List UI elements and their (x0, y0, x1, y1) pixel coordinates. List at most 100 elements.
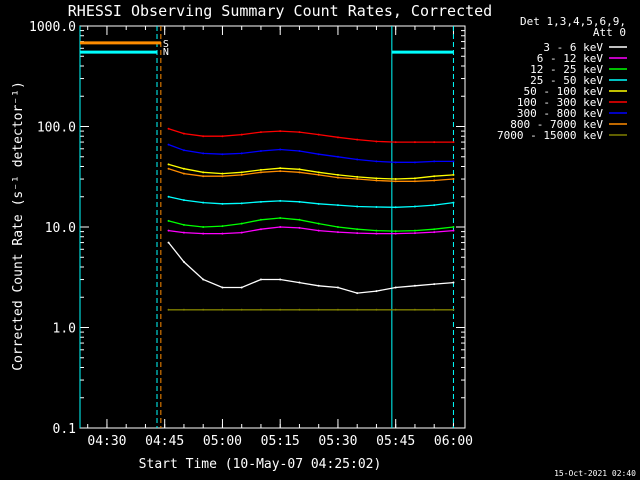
data-point (259, 218, 262, 221)
data-point (298, 308, 301, 311)
data-point (317, 173, 320, 176)
data-point (279, 216, 282, 219)
legend-label: 12 - 25 keV (530, 63, 603, 76)
data-point (452, 141, 455, 144)
data-point (452, 160, 455, 163)
data-point (336, 204, 339, 207)
data-point (221, 135, 224, 138)
data-point (375, 308, 378, 311)
data-point (221, 202, 224, 205)
marker-label: N (163, 47, 169, 58)
series-line (168, 128, 454, 143)
data-point (279, 226, 282, 228)
legend-label: 50 - 100 keV (524, 85, 604, 98)
data-point (336, 286, 339, 289)
series-line (168, 226, 454, 235)
data-point (317, 153, 320, 156)
data-point (182, 231, 185, 234)
data-point (375, 232, 378, 235)
legend-label: 6 - 12 keV (537, 52, 604, 65)
data-point (240, 222, 243, 225)
data-point (298, 226, 301, 229)
data-point (182, 308, 185, 311)
data-point (394, 161, 397, 164)
data-point (394, 206, 397, 209)
data-point (413, 180, 416, 183)
data-point (167, 163, 170, 166)
data-point (452, 178, 455, 181)
data-point (317, 308, 320, 311)
data-point (452, 201, 455, 204)
data-point (452, 226, 455, 228)
data-point (221, 172, 224, 175)
data-point (259, 200, 262, 203)
data-point (221, 225, 224, 228)
data-point (202, 201, 205, 204)
data-point (433, 160, 436, 163)
data-point (375, 206, 378, 209)
series-line (168, 242, 454, 294)
data-point (433, 283, 436, 286)
legend-label: 800 - 7000 keV (510, 118, 603, 131)
data-point (298, 150, 301, 153)
data-point (167, 143, 170, 146)
data-point (336, 155, 339, 158)
data-point (167, 167, 170, 170)
legend-label: 100 - 300 keV (517, 96, 603, 109)
data-point (298, 218, 301, 221)
data-point (259, 168, 262, 171)
data-point (394, 230, 397, 233)
data-point (317, 284, 320, 287)
data-point (433, 231, 436, 234)
data-point (336, 226, 339, 228)
legend-header-line: Det 1,3,4,5,6,9, (520, 15, 626, 28)
data-point (375, 179, 378, 182)
data-point (167, 195, 170, 198)
chart-title: RHESSI Observing Summary Count Rates, Co… (68, 2, 492, 20)
x-tick-label: 05:30 (318, 434, 357, 449)
data-point (336, 176, 339, 179)
data-point (167, 241, 170, 244)
data-point (394, 141, 397, 144)
data-point (167, 219, 170, 222)
series-line (168, 163, 454, 180)
y-tick-label: 1.0 (53, 322, 76, 337)
data-point (279, 278, 282, 281)
data-point (279, 148, 282, 151)
data-point (259, 308, 262, 311)
data-point (336, 308, 339, 311)
data-point (298, 200, 301, 203)
series-line (168, 196, 454, 208)
data-point (336, 173, 339, 176)
x-tick-label: 05:15 (261, 434, 300, 449)
data-point (279, 130, 282, 133)
data-point (413, 141, 416, 144)
legend-header-line: Att 0 (593, 26, 626, 39)
data-point (336, 231, 339, 234)
data-point (375, 177, 378, 180)
data-point (356, 228, 359, 231)
data-point (259, 228, 262, 231)
x-axis-label: Start Time (10-May-07 04:25:02) (139, 457, 382, 472)
data-point (336, 136, 339, 139)
data-point (394, 286, 397, 289)
legend-label: 300 - 800 keV (517, 107, 603, 120)
data-point (202, 175, 205, 178)
data-point (356, 308, 359, 311)
data-point (356, 232, 359, 235)
data-point (182, 260, 185, 263)
x-tick-label: 04:45 (145, 434, 184, 449)
data-point (433, 308, 436, 311)
data-point (259, 278, 262, 281)
data-point (413, 177, 416, 180)
data-point (413, 229, 416, 232)
data-point (356, 158, 359, 161)
data-point (182, 172, 185, 175)
series-line (168, 168, 454, 182)
y-tick-label: 10.0 (45, 221, 76, 236)
data-point (452, 308, 455, 311)
data-point (356, 178, 359, 181)
y-tick-label: 100.0 (37, 121, 76, 136)
data-point (433, 141, 436, 144)
